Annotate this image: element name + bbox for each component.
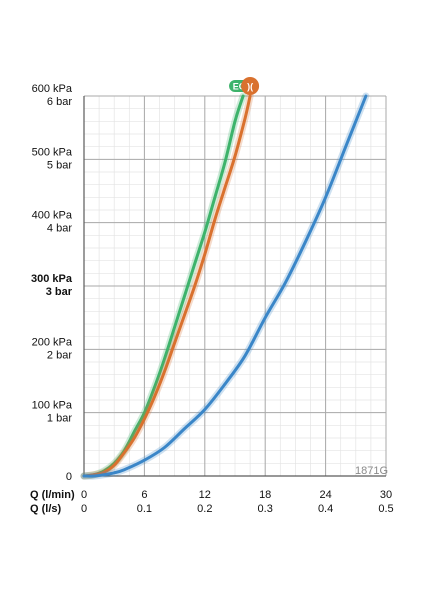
y-tick-bar: 3 bar <box>46 286 73 298</box>
x-tick-lmin: 30 <box>380 489 392 501</box>
series-badges: EC)( <box>229 77 260 95</box>
x-axis-label-lmin: Q (l/min) <box>30 489 75 501</box>
series-1-badge: )( <box>241 77 260 95</box>
y-tick-kpa: 100 kPa <box>32 400 73 412</box>
y-tick-zero: 0 <box>66 471 72 483</box>
curves <box>80 92 370 480</box>
x-tick-lmin: 12 <box>199 489 211 501</box>
x-tick-lmin: 0 <box>81 489 87 501</box>
y-tick-bar: 2 bar <box>47 349 72 361</box>
series-2-line <box>82 94 368 478</box>
y-tick-kpa: 600 kPa <box>32 83 73 95</box>
badge-text: EC <box>233 82 246 92</box>
x-axis-label-ls: Q (l/s) <box>30 503 62 515</box>
x-tick-ls: 0.2 <box>197 503 212 515</box>
series-1-line <box>82 94 252 478</box>
x-tick-lmin: 24 <box>319 489 331 501</box>
y-tick-kpa: 300 kPa <box>31 273 73 285</box>
y-tick-kpa: 400 kPa <box>32 210 73 222</box>
x-tick-lmin: 18 <box>259 489 271 501</box>
badge-text: )( <box>247 82 253 92</box>
y-tick-bar: 5 bar <box>47 159 72 171</box>
badge-shape <box>241 77 260 95</box>
y-tick-kpa: 500 kPa <box>32 146 73 158</box>
x-tick-lmin: 6 <box>141 489 147 501</box>
x-tick-ls: 0.3 <box>258 503 273 515</box>
x-tick-ls: 0 <box>81 503 87 515</box>
chart-code-label: 1871G <box>355 465 388 477</box>
y-tick-bar: 1 bar <box>47 413 72 425</box>
y-tick-bar: 6 bar <box>47 96 72 108</box>
x-tick-ls: 0.5 <box>378 503 393 515</box>
y-tick-bar: 4 bar <box>47 223 72 235</box>
major-grid <box>83 95 387 477</box>
x-tick-ls: 0.4 <box>318 503 333 515</box>
y-tick-kpa: 200 kPa <box>32 336 73 348</box>
x-tick-ls: 0.1 <box>137 503 152 515</box>
